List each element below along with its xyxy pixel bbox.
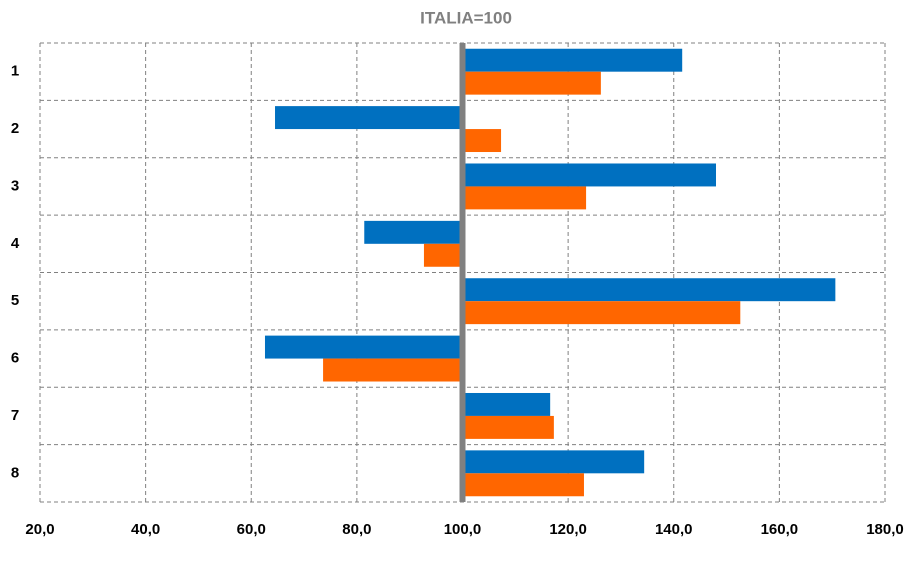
bar	[462, 129, 502, 153]
y-tick-label: 5	[11, 292, 19, 309]
bar	[462, 278, 836, 302]
bar	[364, 220, 463, 244]
bar	[264, 335, 463, 359]
x-tick-label: 140,0	[655, 521, 693, 538]
bar	[462, 48, 683, 72]
y-tick-label: 1	[11, 63, 19, 80]
bar	[462, 71, 601, 95]
y-tick-label: 6	[11, 350, 19, 367]
bar	[462, 473, 584, 497]
x-tick-label: 20,0	[25, 521, 54, 538]
bar	[462, 450, 645, 474]
x-tick-label: 160,0	[761, 521, 799, 538]
bar	[462, 392, 551, 416]
y-tick-label: 2	[11, 120, 19, 137]
bar	[275, 106, 463, 130]
chart-title: ITALIA=100	[420, 8, 512, 27]
bar	[423, 243, 463, 267]
y-tick-label: 7	[11, 407, 19, 424]
y-tick-label: 4	[11, 235, 20, 252]
x-tick-label: 120,0	[549, 521, 587, 538]
x-tick-label: 80,0	[342, 521, 371, 538]
y-tick-label: 3	[11, 177, 19, 194]
bar	[462, 301, 741, 325]
x-tick-label: 40,0	[131, 521, 160, 538]
bar	[462, 415, 554, 439]
bar	[462, 163, 716, 187]
y-tick-label: 8	[11, 464, 19, 481]
x-tick-label: 180,0	[866, 521, 904, 538]
x-tick-label: 60,0	[237, 521, 266, 538]
bar	[323, 358, 463, 382]
bar	[462, 186, 587, 210]
x-tick-label: 100,0	[444, 521, 482, 538]
